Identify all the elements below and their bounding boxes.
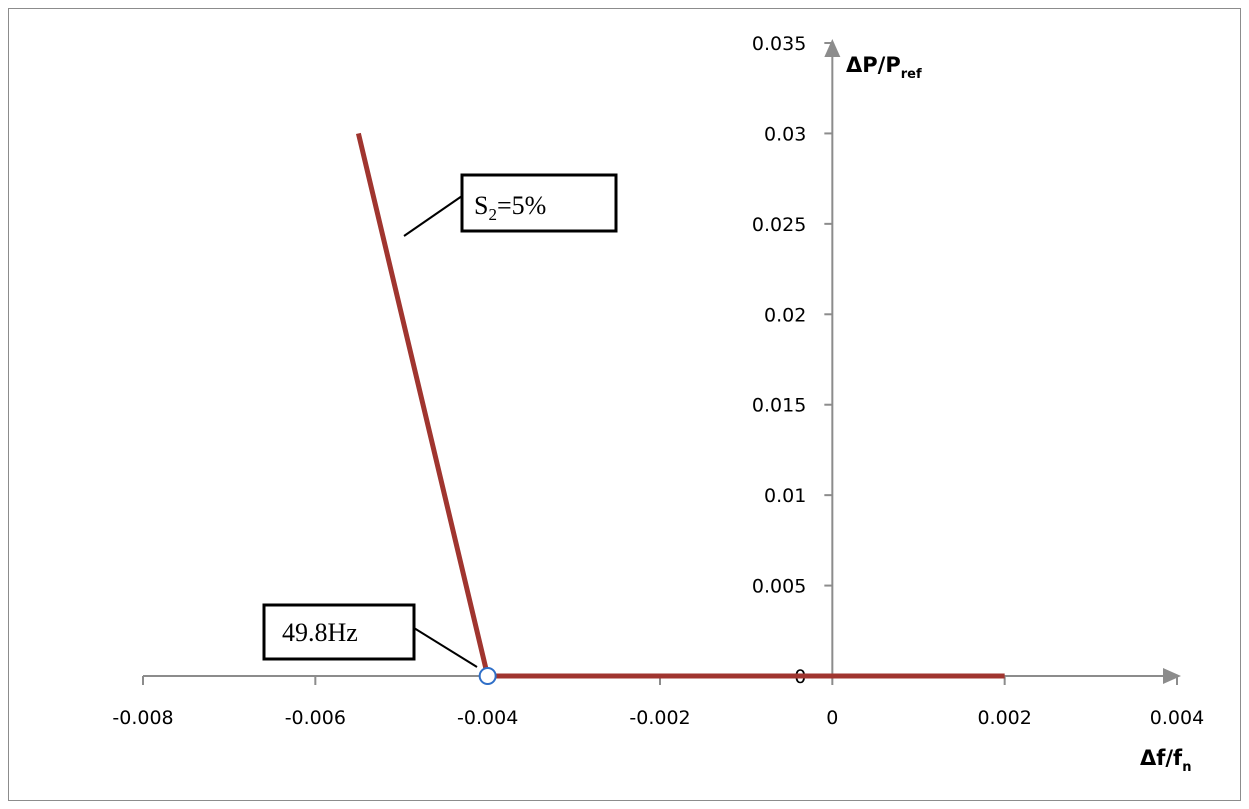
y-tick-label: 0.02 — [764, 304, 806, 326]
droop-label: S2=5% — [474, 191, 546, 224]
droop-callout: S2=5% — [403, 173, 618, 237]
x-tick-label: 0 — [826, 707, 838, 729]
x-tick-label: -0.008 — [112, 707, 173, 729]
x-axis-label: Δf/fn — [1140, 746, 1191, 775]
breakpoint-marker — [478, 667, 497, 685]
frequency-callout-box — [262, 603, 416, 661]
frequency-leader-line — [413, 627, 478, 668]
y-axis-label: ΔP/Pref — [846, 53, 922, 82]
y-tick-label: 0.025 — [752, 214, 806, 236]
series — [355, 132, 1005, 685]
y-tick-label: 0.035 — [752, 33, 806, 55]
y-axis-arrow — [824, 39, 841, 57]
droop-leader-line — [403, 195, 463, 237]
x-tick-label: -0.004 — [457, 707, 518, 729]
y-tick-label: 0.005 — [752, 576, 806, 598]
y-tick-label: 0.01 — [764, 485, 806, 507]
x-tick-label: 0.002 — [977, 707, 1031, 729]
x-axis-arrow — [1163, 668, 1181, 684]
x-tick-label: -0.002 — [629, 707, 690, 729]
axes — [143, 39, 1181, 684]
y-tick-label: 0.015 — [752, 395, 806, 417]
x-tick-label: 0.004 — [1150, 707, 1204, 729]
chart-frame — [8, 8, 1241, 801]
x-ticks: -0.008 -0.006 -0.004 -0.002 0 0.002 0.004 — [112, 676, 1204, 729]
x-tick-label: -0.006 — [285, 707, 346, 729]
frequency-label: 49.8Hz — [282, 618, 358, 647]
droop-callout-box — [460, 173, 618, 233]
y-tick-label: 0.03 — [764, 123, 806, 145]
series-line — [355, 132, 1005, 679]
frequency-callout: 49.8Hz — [262, 603, 478, 668]
